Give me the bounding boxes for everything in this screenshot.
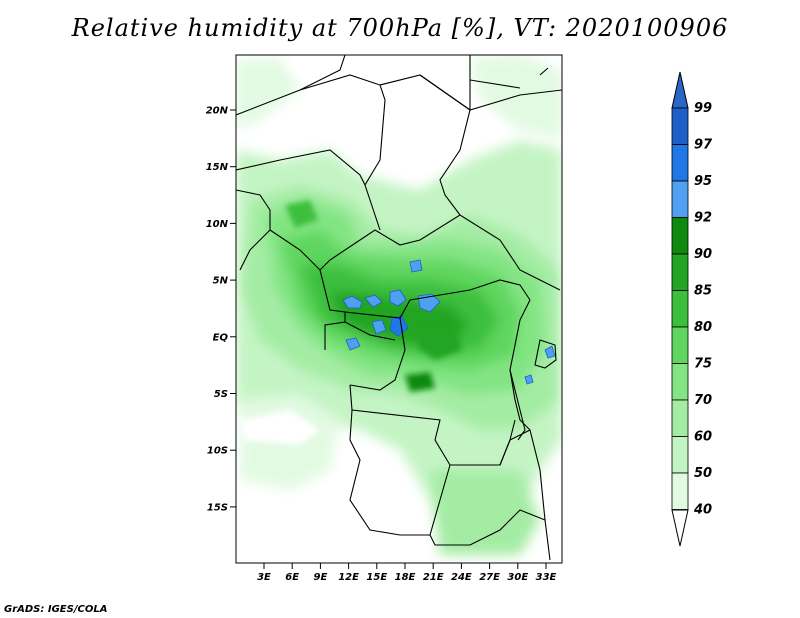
colorbar-swatch: [671, 326, 689, 364]
lon-label: 21E: [423, 572, 444, 583]
grads-credit: GrADS: IGES/COLA: [4, 604, 108, 615]
colorbar-label: 95: [694, 174, 712, 189]
lat-label: 5N: [213, 276, 229, 287]
lat-label: 15S: [207, 502, 228, 513]
colorbar-bottom-arrow: [671, 509, 689, 547]
chart-title: Relative humidity at 700hPa [%], VT: 202…: [71, 14, 729, 42]
colorbar-swatch: [671, 399, 689, 437]
humidity-field: [236, 55, 562, 563]
longitude-axis: 3E 6E 9E 12E 15E 18E 21E 24E 27E 30E 33E: [257, 563, 557, 583]
high-humidity-patches: [342, 259, 556, 385]
colorbar-swatch: [671, 290, 689, 328]
lat-label: 10S: [207, 446, 228, 457]
lon-label: 9E: [314, 572, 328, 583]
colorbar-swatch: [671, 472, 689, 510]
lon-label: 18E: [395, 572, 416, 583]
lon-label: 33E: [536, 572, 557, 583]
lon-label: 30E: [507, 572, 528, 583]
colorbar-label: 97: [694, 138, 713, 153]
colorbar-label: 92: [694, 211, 712, 226]
lon-label: 15E: [366, 572, 387, 583]
colorbar-swatch: [671, 217, 689, 255]
lat-label: EQ: [213, 332, 229, 343]
colorbar-label: 50: [694, 466, 712, 481]
colorbar-swatch: [671, 436, 689, 474]
latitude-axis: 20N 15N 10N 5N EQ 5S 10S 15S: [206, 106, 236, 513]
lat-label: 5S: [214, 389, 228, 400]
colorbar-swatch: [671, 363, 689, 401]
colorbar-swatch: [671, 107, 689, 145]
colorbar-label: 70: [694, 393, 712, 408]
lon-label: 12E: [338, 572, 359, 583]
colorbar-label: 60: [694, 430, 712, 445]
map-frame: [235, 54, 563, 564]
lat-label: 15N: [206, 162, 229, 173]
colorbar: 99 97 95 92 90 85 80 75 70 60 50 40: [671, 71, 713, 547]
colorbar-swatch: [671, 144, 689, 182]
lon-label: 24E: [451, 572, 472, 583]
colorbar-top-arrow: [671, 71, 689, 109]
lon-label: 27E: [479, 572, 500, 583]
lon-label: 6E: [285, 572, 299, 583]
colorbar-swatch: [671, 180, 689, 218]
colorbar-label: 99: [694, 101, 712, 116]
colorbar-label: 85: [694, 284, 712, 299]
colorbar-label: 80: [694, 320, 712, 335]
colorbar-label: 75: [694, 357, 712, 372]
country-borders: [236, 55, 562, 561]
lon-label: 3E: [257, 572, 271, 583]
lat-label: 10N: [206, 219, 229, 230]
colorbar-label: 40: [693, 503, 712, 518]
colorbar-label: 90: [694, 247, 712, 262]
lat-label: 20N: [206, 106, 229, 117]
colorbar-swatch: [671, 253, 689, 291]
